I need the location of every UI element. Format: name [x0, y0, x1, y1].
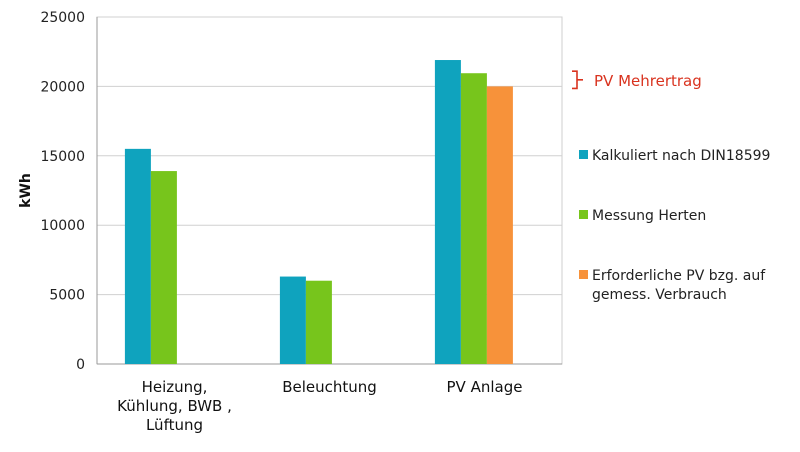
x-tick-label: Lüftung	[146, 416, 203, 434]
legend-label-3: Erforderliche PV bzg. auf	[592, 268, 766, 284]
x-tick-label: PV Anlage	[447, 378, 523, 396]
x-tick-label: Heizung,	[142, 378, 208, 396]
annotation-bracket	[572, 70, 583, 90]
bar-1-2	[279, 276, 306, 364]
legend-label-2: Messung Herten	[592, 208, 706, 224]
legend-label-1: Kalkuliert nach DIN18599	[592, 148, 770, 164]
legend-swatch-1	[579, 150, 588, 159]
y-tick-label: 15000	[40, 149, 85, 165]
bar-3-3	[486, 86, 513, 365]
y-tick-label: 10000	[40, 218, 85, 234]
legend-swatch-3	[579, 270, 588, 279]
y-tick-label: 5000	[49, 288, 85, 304]
bar-1-3	[434, 60, 461, 364]
y-tick-label: 0	[76, 357, 85, 373]
x-tick-label: Beleuchtung	[282, 378, 377, 396]
annotation-label: PV Mehrertrag	[594, 72, 702, 90]
bar-2-1	[150, 171, 177, 364]
legend-swatch-2	[579, 210, 588, 219]
y-tick-label: 25000	[40, 10, 85, 26]
bar-1-1	[124, 148, 151, 364]
y-tick-label: 20000	[40, 79, 85, 95]
y-axis-title: kWh	[18, 173, 34, 208]
bar-2-2	[305, 280, 332, 364]
legend-label-3: gemess. Verbrauch	[592, 287, 727, 303]
x-tick-label: Kühlung, BWB ,	[117, 397, 232, 415]
bar-2-3	[460, 73, 487, 365]
